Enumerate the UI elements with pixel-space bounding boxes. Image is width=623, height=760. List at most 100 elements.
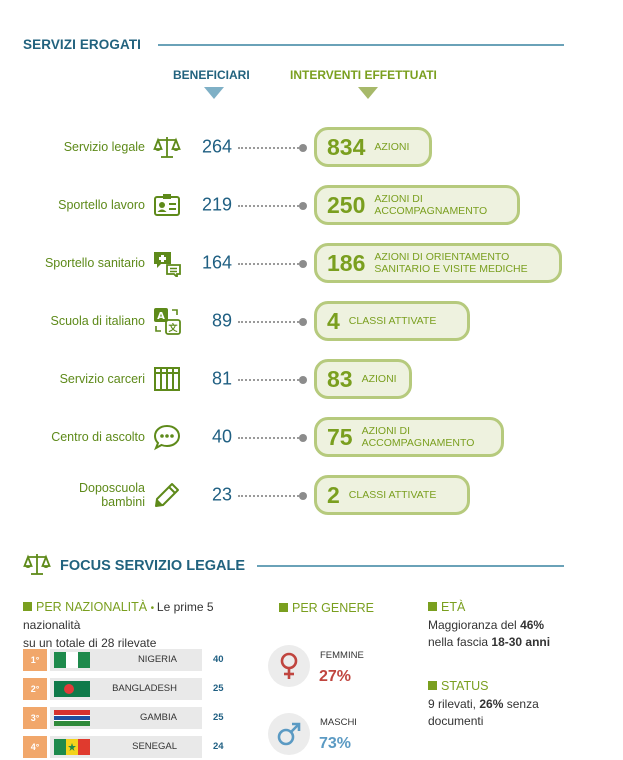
arrow-down-icon xyxy=(204,87,224,99)
country-name: GAMBIA xyxy=(140,712,177,723)
service-name: Sportello sanitario xyxy=(44,256,145,270)
service-name: Scuola di italiano xyxy=(50,314,145,328)
female-icon-circle xyxy=(268,645,310,687)
interventi-pill: 83 AZIONI xyxy=(314,359,412,399)
interventi-value: 2 xyxy=(327,481,340,508)
bullet-square xyxy=(23,602,32,611)
interventi-value: 75 xyxy=(327,423,353,450)
connector-dot xyxy=(299,144,307,152)
service-row: Doposcuola bambini 23 2 CLASSI ATTIVATE xyxy=(0,470,623,520)
service-name: Doposcuola bambini xyxy=(78,481,145,509)
status-head-wrap: STATUS xyxy=(428,679,488,693)
beneficiari-value: 40 xyxy=(211,426,232,447)
gambia-flag xyxy=(54,710,90,726)
speech-bubble-icon xyxy=(153,423,181,451)
focus-divider xyxy=(257,565,564,567)
interventi-desc: AZIONI DI ACCOMPAGNAMENTO xyxy=(374,193,488,217)
country-count: 24 xyxy=(213,741,224,752)
senegal-flag xyxy=(54,739,90,755)
male-icon xyxy=(277,722,301,746)
nazionalita-desc-a: Le prime 5 nazionalità xyxy=(23,600,214,632)
beneficiari-value: 23 xyxy=(211,484,232,505)
rank-badge: 1° xyxy=(23,649,47,671)
dotted-connector xyxy=(238,495,302,497)
interventi-pill: 834 AZIONI xyxy=(314,127,432,167)
status-head: STATUS xyxy=(441,679,489,693)
pencil-icon xyxy=(153,481,181,509)
connector-dot xyxy=(299,318,307,326)
nigeria-flag xyxy=(54,652,90,668)
female-pct: 27% xyxy=(319,668,352,685)
country-count: 40 xyxy=(213,654,224,665)
country-count: 25 xyxy=(213,712,224,723)
interventi-value: 186 xyxy=(327,249,366,276)
beneficiari-value: 164 xyxy=(201,252,232,273)
service-row: Centro di ascolto 40 75 AZIONI DI ACCOMPAGN… xyxy=(0,412,623,462)
column-header-interventi: INTERVENTI EFFETTUATI xyxy=(290,68,437,82)
interventi-desc: AZIONI xyxy=(361,373,397,385)
eta-v1: 46% xyxy=(520,618,545,632)
focus-title: FOCUS SERVIZIO LEGALE xyxy=(60,558,246,574)
male-icon-circle xyxy=(268,713,310,755)
genere-head-wrap: PER GENERE xyxy=(279,601,374,615)
medical-chat-icon xyxy=(153,249,181,280)
arrow-down-icon xyxy=(358,87,378,99)
nazionalita-total: 28 rilevate xyxy=(101,636,157,650)
interventi-pill: 250 AZIONI DI ACCOMPAGNAMENTO xyxy=(314,185,520,225)
female-icon xyxy=(280,652,298,679)
eta-t1: Maggioranza del xyxy=(428,618,517,632)
status-t1: 9 rilevati, xyxy=(428,697,477,711)
male-label: MASCHI xyxy=(320,717,357,728)
svg-text:文: 文 xyxy=(167,322,178,334)
service-name: Sportello lavoro xyxy=(58,198,145,212)
dotted-connector xyxy=(238,321,302,323)
scales-icon xyxy=(153,133,181,161)
nationality-row: 2° BANGLADESH 25 xyxy=(23,678,224,700)
connector-dot xyxy=(299,434,307,442)
status-t3: documenti xyxy=(428,714,484,728)
beneficiari-value: 264 xyxy=(201,136,232,157)
interventi-value: 250 xyxy=(327,191,366,218)
bullet-square xyxy=(428,602,437,611)
service-row: Sportello lavoro 219 250 AZIONI DI ACCOMPAG… xyxy=(0,180,623,230)
interventi-pill: 186 AZIONI DI ORIENTAMENTO SANITARIO E VI… xyxy=(314,243,562,283)
bangladesh-flag xyxy=(54,681,90,697)
dotted-connector xyxy=(238,205,302,207)
interventi-desc: AZIONI DI ORIENTAMENTO SANITARIO E VISIT… xyxy=(374,251,528,275)
connector-dot xyxy=(299,492,307,500)
bullet-square xyxy=(428,681,437,690)
dotted-connector xyxy=(238,379,302,381)
interventi-desc: AZIONI DI ACCOMPAGNAMENTO xyxy=(361,425,475,449)
column-header-beneficiari: BENEFICIARI xyxy=(173,68,250,82)
title-divider xyxy=(158,44,564,46)
rank-badge: 3° xyxy=(23,707,47,729)
rank-badge: 2° xyxy=(23,678,47,700)
connector-dot xyxy=(299,202,307,210)
status-t2: senza xyxy=(506,697,539,711)
service-name: Servizio legale xyxy=(63,140,145,154)
interventi-value: 834 xyxy=(327,133,366,160)
nazionalita-block: PER NAZIONALITÀ • Le prime 5 nazionalità… xyxy=(23,598,268,652)
country-name: BANGLADESH xyxy=(112,683,177,694)
status-text: 9 rilevati, 26% senza documenti xyxy=(428,696,598,730)
prison-bars-icon xyxy=(153,365,181,393)
section-title: SERVIZI EROGATI xyxy=(23,37,142,52)
eta-head-wrap: ETÀ xyxy=(428,600,465,614)
bullet-dot: • xyxy=(150,603,157,614)
svg-text:A: A xyxy=(157,311,165,322)
dotted-connector xyxy=(238,263,302,265)
nazionalita-desc-b: su un totale di xyxy=(23,636,98,650)
status-v1: 26% xyxy=(479,697,504,711)
eta-head: ETÀ xyxy=(441,600,466,614)
country-count: 25 xyxy=(213,683,224,694)
interventi-pill: 75 AZIONI DI ACCOMPAGNAMENTO xyxy=(314,417,504,457)
connector-dot xyxy=(299,260,307,268)
interventi-value: 4 xyxy=(327,307,340,334)
country-name: NIGERIA xyxy=(137,654,177,665)
service-name: Centro di ascolto xyxy=(51,430,145,444)
genere-head: PER GENERE xyxy=(292,601,374,615)
connector-dot xyxy=(299,376,307,384)
nationality-row: 3° GAMBIA 25 xyxy=(23,707,224,729)
eta-v2: 18-30 anni xyxy=(491,635,551,649)
